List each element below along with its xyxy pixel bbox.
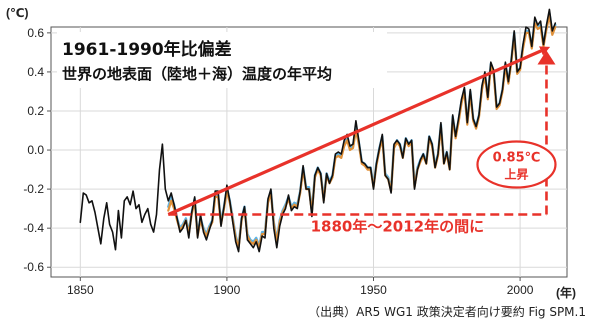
rise-badge (476, 140, 557, 189)
series-group (79, 8, 557, 253)
y-tick-label: -0.4 (23, 221, 44, 235)
x-unit-label: (年) (556, 285, 576, 300)
rise-badge-value: 0.85℃ (493, 151, 541, 166)
y-tick-label: 0.4 (27, 65, 44, 79)
annotation-group: 1880年～2012年の間に 0.85℃上昇 (167, 46, 557, 237)
y-unit-label: (℃) (6, 6, 29, 20)
x-tick-label: 1850 (67, 283, 94, 297)
x-tick-label: 2000 (507, 283, 534, 297)
title-box (57, 32, 387, 88)
tick-group: 0.6 0.4 0.2 0.0 -0.2 -0.4 -0.6 1850 1900 1950 2000 (23, 26, 533, 297)
chart-title-line1: 1961-1990年比偏差 (62, 39, 232, 60)
trend-arrow (167, 46, 551, 216)
y-tick-label: -0.2 (23, 182, 44, 196)
series-line-black (79, 8, 557, 253)
rise-arrowhead (537, 50, 556, 65)
baseline-label: 1880年～2012年の間に (311, 218, 485, 236)
y-tick-label: -0.6 (23, 260, 44, 274)
x-tick-label: 1950 (360, 283, 387, 297)
y-tick-label: 0.6 (27, 26, 44, 40)
x-tick-label: 1900 (214, 283, 241, 297)
source-caption: （出典）AR5 WG1 政策決定者向け要約 Fig SPM.1 (308, 304, 586, 319)
y-tick-label: 0.0 (27, 143, 44, 157)
rise-badge-label: 上昇 (504, 167, 528, 182)
y-tick-label: 0.2 (27, 104, 44, 118)
chart-title-line2: 世界の地表面（陸地＋海）温度の年平均 (62, 65, 332, 83)
